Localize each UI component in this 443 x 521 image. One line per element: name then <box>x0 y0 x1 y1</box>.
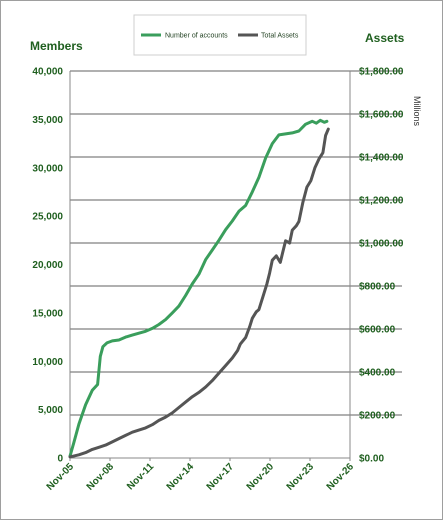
x-tick-label: Nov-20 <box>245 461 277 493</box>
legend-label-members: Number of accounts <box>165 33 228 40</box>
tick-labels: 0 5,000 10,000 15,000 20,000 25,000 30,000 35,0… <box>32 67 404 493</box>
x-tick-label: Nov-08 <box>85 461 117 493</box>
left-tick-label: 0 <box>57 454 63 465</box>
right-tick-label: $1,400.00 <box>359 153 404 164</box>
left-tick-label: 5,000 <box>38 405 63 416</box>
left-tick-label: 15,000 <box>32 308 63 319</box>
left-tick-label: 25,000 <box>32 212 63 223</box>
members-line <box>68 118 329 458</box>
x-tick-label: Nov-17 <box>205 461 237 493</box>
right-tick-label: $1,000.00 <box>359 239 404 250</box>
right-tick-label: $0.00 <box>359 454 384 465</box>
legend-label-assets: Total Assets <box>261 33 299 40</box>
left-tick-label: 40,000 <box>32 67 63 78</box>
left-tick-label: 20,000 <box>32 260 63 271</box>
right-axis-unit: Millions <box>412 96 422 127</box>
left-tick-label: 30,000 <box>32 163 63 174</box>
x-tick-label: Nov-23 <box>285 461 317 493</box>
right-tick-label: $1,200.00 <box>359 196 404 207</box>
left-axis-title: Members <box>30 39 83 53</box>
x-tick-label: Nov-11 <box>125 461 156 492</box>
legend-box <box>133 14 307 56</box>
axes <box>69 71 351 461</box>
x-tick-label: Nov-14 <box>165 461 197 493</box>
right-tick-label: $1,800.00 <box>359 67 404 78</box>
left-tick-label: 35,000 <box>32 115 63 126</box>
right-tick-label: $600.00 <box>359 325 396 336</box>
right-tick-label: $200.00 <box>359 411 396 422</box>
left-tick-label: 10,000 <box>32 357 63 368</box>
grid-lines <box>70 70 402 416</box>
series-lines <box>68 118 330 459</box>
x-tick-label: Nov-05 <box>45 461 77 493</box>
right-tick-label: $1,600.00 <box>359 110 404 121</box>
legend: Number of accounts Total Assets <box>133 14 307 56</box>
assets-line <box>68 127 330 459</box>
right-axis-title: Assets <box>365 31 405 45</box>
x-tick-label: Nov-26 <box>325 461 357 493</box>
right-tick-label: $400.00 <box>359 368 396 379</box>
right-tick-label: $800.00 <box>359 282 396 293</box>
